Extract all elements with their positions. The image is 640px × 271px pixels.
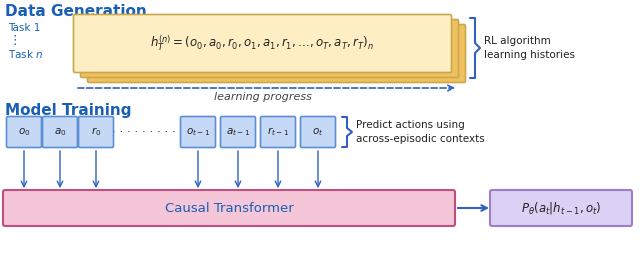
- Text: Predict actions using: Predict actions using: [356, 120, 465, 130]
- Text: $h_T^{(n)} = (o_0, a_0, r_0, o_1, a_1, r_1, \ldots, o_T, a_T, r_T)_n$: $h_T^{(n)} = (o_0, a_0, r_0, o_1, a_1, r…: [150, 34, 374, 53]
- Text: learning histories: learning histories: [484, 50, 575, 60]
- FancyBboxPatch shape: [3, 190, 455, 226]
- Text: RL algorithm: RL algorithm: [484, 36, 551, 46]
- Text: $o_t$: $o_t$: [312, 126, 324, 138]
- Text: $r_0$: $r_0$: [91, 125, 101, 138]
- Text: $o_{t-1}$: $o_{t-1}$: [186, 126, 210, 138]
- Text: Task 1: Task 1: [8, 23, 40, 33]
- FancyBboxPatch shape: [79, 117, 113, 147]
- Text: $a_{t-1}$: $a_{t-1}$: [226, 126, 250, 138]
- Text: across-episodic contexts: across-episodic contexts: [356, 134, 484, 144]
- FancyBboxPatch shape: [74, 15, 451, 73]
- FancyBboxPatch shape: [88, 24, 465, 82]
- Text: Model Training: Model Training: [5, 103, 131, 118]
- FancyBboxPatch shape: [490, 190, 632, 226]
- Text: · · · · · · · · · ·: · · · · · · · · · ·: [113, 125, 184, 138]
- Text: $o_0$: $o_0$: [18, 126, 30, 138]
- FancyBboxPatch shape: [6, 117, 42, 147]
- Text: Causal Transformer: Causal Transformer: [164, 202, 293, 215]
- Text: $\vdots$: $\vdots$: [8, 33, 17, 47]
- FancyBboxPatch shape: [260, 117, 296, 147]
- Text: $P_{\theta}(a_t | h_{t-1}, o_t)$: $P_{\theta}(a_t | h_{t-1}, o_t)$: [521, 200, 601, 216]
- Text: learning progress: learning progress: [214, 92, 312, 102]
- FancyBboxPatch shape: [221, 117, 255, 147]
- FancyBboxPatch shape: [42, 117, 77, 147]
- FancyBboxPatch shape: [180, 117, 216, 147]
- FancyBboxPatch shape: [81, 20, 458, 78]
- FancyBboxPatch shape: [301, 117, 335, 147]
- Text: Task $n$: Task $n$: [8, 48, 44, 60]
- Text: Data Generation: Data Generation: [5, 4, 147, 19]
- Text: $a_0$: $a_0$: [54, 126, 67, 138]
- Text: $r_{t-1}$: $r_{t-1}$: [267, 125, 289, 138]
